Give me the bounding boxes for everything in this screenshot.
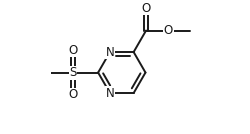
Text: O: O xyxy=(69,44,78,57)
Text: O: O xyxy=(142,2,151,15)
Text: O: O xyxy=(164,24,173,37)
Text: O: O xyxy=(69,88,78,101)
Text: N: N xyxy=(106,46,114,59)
Text: N: N xyxy=(106,87,114,100)
Text: S: S xyxy=(70,66,77,79)
